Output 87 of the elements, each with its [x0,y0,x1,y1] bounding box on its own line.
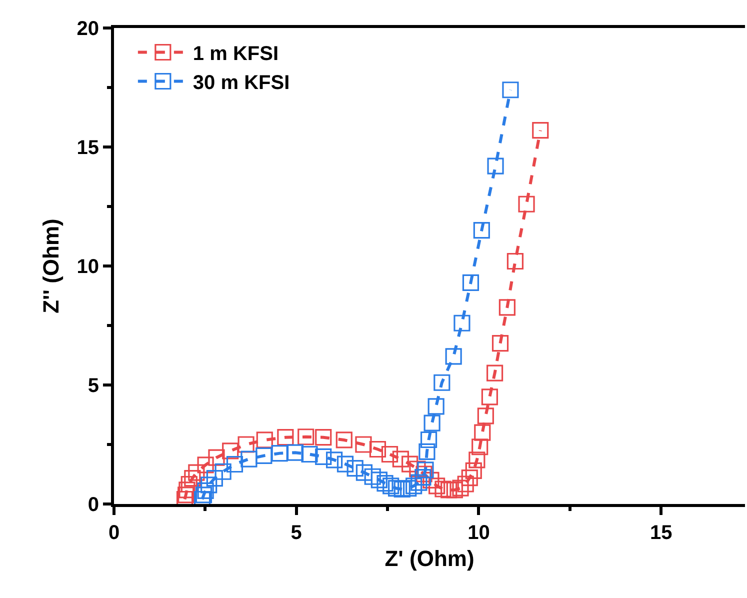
point [434,374,450,391]
point [184,470,201,487]
point [532,122,549,139]
point [381,446,398,463]
point [474,424,491,441]
x-axis-title: Z' (Ohm) [384,546,474,571]
point [498,299,516,316]
point [222,442,239,460]
point [256,447,272,464]
point [178,482,196,498]
point [452,480,469,496]
point [461,470,478,486]
point [298,428,314,446]
y-axis-title: Z'' (Ohm) [38,218,64,314]
point [424,414,440,432]
point [214,463,232,480]
point [200,476,218,494]
point [434,480,452,498]
point [388,480,405,497]
point [326,452,343,468]
point [238,436,254,453]
point [355,436,372,453]
point [364,468,381,485]
point [178,486,194,504]
point [417,462,434,478]
point [477,408,494,424]
point [414,469,432,486]
point [271,445,288,462]
point [402,456,418,472]
point [356,464,373,481]
point [468,452,486,468]
point [370,472,388,488]
x-tick-label: 5 [290,522,302,544]
point [457,476,474,492]
x-tick-label: 10 [468,522,490,544]
point [188,464,205,481]
point [197,456,214,474]
point [420,431,438,448]
point [418,443,436,460]
point [197,482,214,499]
legend-label: 1 m KFSI [192,43,279,66]
point [315,429,332,446]
point [382,478,400,494]
point [518,196,535,212]
point [454,314,470,332]
point [446,482,463,498]
point [422,472,440,488]
y-tick-label: 15 [76,137,99,159]
point [392,450,409,468]
point [336,456,354,472]
point [256,432,273,448]
point [428,478,446,494]
point [315,448,332,465]
point [208,449,225,466]
point [376,474,394,492]
point [226,456,244,473]
point [472,438,488,456]
point [487,158,504,174]
point [506,252,524,270]
point [428,398,444,415]
point [277,429,294,446]
legend-label: 30 m KFSI [192,72,290,94]
point [502,82,519,98]
point [492,335,509,352]
point [195,486,212,504]
point [206,470,223,487]
point [286,444,304,461]
point [336,432,352,448]
point [369,440,386,458]
x-tick-label: 0 [108,522,120,544]
point [473,222,490,239]
point [416,466,432,482]
y-tick-label: 20 [76,18,99,40]
point [410,474,428,491]
point [240,450,258,468]
point [462,274,480,291]
x-tick-label: 15 [650,522,672,544]
y-tick-label: 10 [76,256,99,278]
point [301,446,318,463]
point [445,348,462,365]
point [481,388,498,406]
y-tick-label: 5 [88,375,99,397]
point [465,462,482,479]
point [486,364,504,382]
point [346,460,364,477]
point [406,478,422,494]
y-tick-label: 0 [88,494,99,516]
